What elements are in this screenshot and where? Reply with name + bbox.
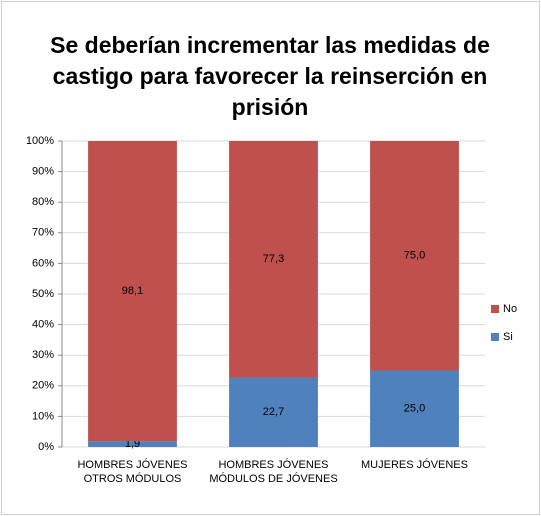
y-tick-label: 50% bbox=[32, 288, 54, 300]
y-tick-label: 0% bbox=[38, 441, 54, 453]
value-label: 22,7 bbox=[263, 406, 284, 418]
y-tick-label: 80% bbox=[32, 196, 54, 208]
value-label: 75,0 bbox=[404, 250, 425, 262]
value-label: 77,3 bbox=[263, 253, 284, 265]
y-tick-label: 10% bbox=[32, 410, 54, 422]
x-tick-label: HOMBRES JÓVENES OTROS MÓDULOS bbox=[77, 459, 188, 485]
bar-segment bbox=[229, 377, 318, 447]
bar-segment bbox=[370, 370, 459, 447]
bar-segment bbox=[370, 141, 459, 371]
y-tick-label: 30% bbox=[32, 349, 54, 361]
legend-swatch bbox=[491, 333, 499, 341]
y-tick-label: 100% bbox=[26, 135, 54, 147]
bar-segment bbox=[88, 141, 177, 442]
value-label: 98,1 bbox=[122, 285, 143, 297]
y-tick-label: 90% bbox=[32, 166, 54, 178]
value-label: 25,0 bbox=[404, 403, 425, 415]
x-tick-label: HOMBRES JÓVENES MÓDULOS DE JÓVENES bbox=[209, 459, 338, 485]
legend-swatch bbox=[491, 305, 499, 313]
x-tick-label: MUJERES JÓVENES bbox=[361, 459, 468, 471]
chart-title: Se deberían incrementar las medidas de c… bbox=[50, 32, 490, 120]
y-tick-label: 60% bbox=[32, 257, 54, 269]
y-tick-label: 40% bbox=[32, 319, 54, 331]
y-tick-label: 20% bbox=[32, 380, 54, 392]
bar-segment bbox=[88, 441, 177, 447]
bar-segment bbox=[229, 141, 318, 378]
y-tick-label: 70% bbox=[32, 227, 54, 239]
legend-label: Si bbox=[503, 331, 513, 343]
legend-label: No bbox=[503, 303, 517, 315]
